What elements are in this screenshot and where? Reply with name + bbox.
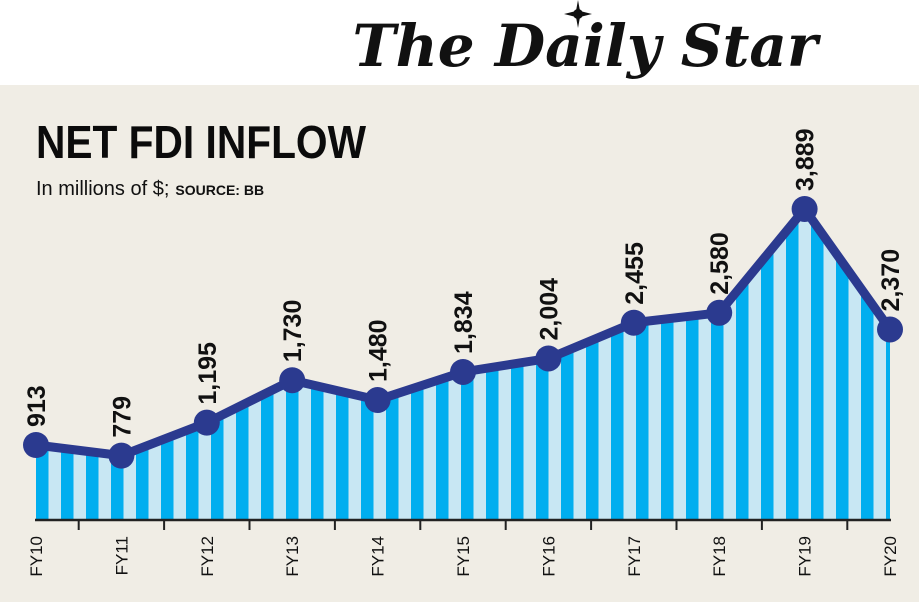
- data-point: [706, 299, 733, 326]
- x-tick-label: FY17: [625, 536, 644, 577]
- area-stripe: [773, 209, 787, 519]
- x-tick-label: FY18: [710, 536, 729, 577]
- data-label: 3,889: [792, 128, 820, 191]
- masthead-logo: The Daily Star: [352, 0, 822, 80]
- data-label: 779: [108, 396, 136, 438]
- area-stripe: [886, 209, 890, 519]
- data-label: 913: [23, 385, 51, 427]
- masthead-bg: [0, 0, 919, 85]
- x-tick-label: FY12: [198, 536, 217, 577]
- chart-subtitle: In millions of $; SOURCE: BB: [36, 178, 264, 200]
- data-label: 2,455: [621, 242, 649, 305]
- data-label: 2,580: [706, 232, 734, 295]
- area-stripe: [786, 209, 799, 519]
- star-icon: [564, 0, 592, 28]
- x-tick-label: FY16: [539, 536, 558, 577]
- data-label: 1,195: [194, 342, 222, 405]
- data-label: 1,834: [450, 291, 478, 354]
- x-tick-label: FY15: [454, 536, 473, 577]
- x-tick-label: FY13: [283, 536, 302, 577]
- area-stripe: [798, 209, 812, 519]
- x-tick-label: FY19: [796, 536, 815, 577]
- x-tick-label: FY14: [369, 536, 388, 577]
- data-label: 1,480: [365, 319, 393, 382]
- x-tick-label: FY11: [112, 536, 131, 575]
- data-point: [23, 431, 49, 458]
- data-label: 1,730: [279, 300, 307, 363]
- data-point: [620, 309, 647, 336]
- x-tick-label: FY20: [881, 536, 900, 577]
- area-stripe: [836, 209, 849, 519]
- subtitle-units: In millions of $;: [36, 178, 169, 200]
- data-point: [193, 409, 220, 436]
- data-label: 2,004: [535, 278, 563, 341]
- data-point: [364, 387, 391, 414]
- x-tick-label: FY10: [27, 536, 46, 577]
- data-point: [535, 345, 562, 372]
- data-point: [108, 442, 135, 469]
- data-point: [877, 316, 903, 343]
- area-stripe: [823, 209, 837, 519]
- area-stripe: [811, 209, 824, 519]
- logo-text: The Daily Star: [352, 12, 822, 80]
- chart-title: NET FDI INFLOW: [36, 116, 367, 168]
- data-point: [791, 196, 818, 223]
- source-note: SOURCE: BB: [175, 182, 264, 198]
- area-stripe: [761, 209, 774, 519]
- area-stripe: [748, 209, 762, 519]
- data-point: [279, 367, 306, 394]
- data-label: 2,370: [877, 249, 905, 312]
- data-point: [450, 358, 476, 385]
